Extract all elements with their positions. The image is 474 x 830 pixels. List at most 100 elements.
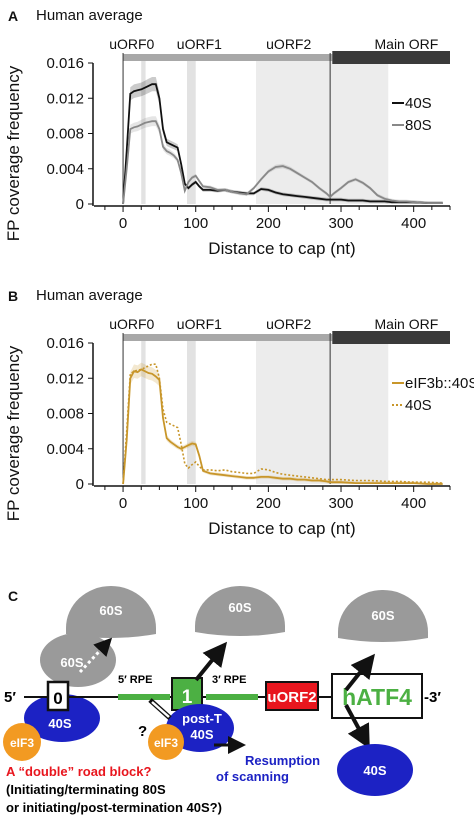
chart-a-orf-label-0: uORF0 xyxy=(109,36,154,52)
ribosome-40s-initiating-label: 40S xyxy=(48,716,71,731)
uorf2-60s-arrow xyxy=(344,653,375,692)
chart-b-legend-label-0: eIF3b::40S xyxy=(405,375,474,392)
panel-c-letter: C xyxy=(8,588,19,604)
panel-a-letter: A xyxy=(8,8,19,24)
chart-a-orf-label-1: uORF1 xyxy=(177,36,222,52)
chart-b-uorf-bar xyxy=(123,334,333,341)
panel-b-letter: B xyxy=(8,288,19,304)
uorf0-box-label: 0 xyxy=(53,689,62,708)
ribosome-40s-released xyxy=(337,744,413,796)
chart-b-legend-label-1: 40S xyxy=(405,397,432,414)
chart-b-xlabel: Distance to cap (nt) xyxy=(208,519,355,538)
ribosome-60s-free-2 xyxy=(195,586,285,636)
ribosome-60s-bound-label: 60S xyxy=(60,655,83,670)
chart-a-ylabel: FP coverage frequency xyxy=(4,65,23,241)
chart-a-orf-label-2: uORF2 xyxy=(266,36,311,52)
chart-a-legend-label-0: 40S xyxy=(405,95,432,112)
dissociation-arrow-dotted xyxy=(78,637,113,674)
chart-a-legend-label-1: 80S xyxy=(405,117,432,134)
chart-a-region-uorf2 xyxy=(256,56,331,204)
chart-b-orf-label-1: uORF1 xyxy=(177,316,222,332)
post-t-40s-label: 40S xyxy=(190,727,213,742)
panel-b-title: Human average xyxy=(36,287,143,304)
hatf4-box-label: hATF4 xyxy=(342,684,412,710)
chart-b-ytick-label-4: 0.016 xyxy=(46,335,84,352)
chart-a-ytick-label-2: 0.008 xyxy=(46,126,84,143)
ribosome-60s-free-1 xyxy=(66,586,156,638)
chart-b-ytick-label-1: 0.004 xyxy=(46,441,84,458)
eif3-factor-2 xyxy=(148,724,184,760)
chart-a-xtick-label-0: 0 xyxy=(119,215,127,232)
chart-a-ytick-label-3: 0.012 xyxy=(46,90,84,107)
rpe-5-segment xyxy=(118,694,170,700)
three-prime-label: -3′ xyxy=(424,689,441,706)
uorf2-40s-arrow xyxy=(344,704,370,750)
chart-b-series-line-0 xyxy=(122,368,443,485)
roadblock-question: A “double” road block? xyxy=(6,764,151,779)
caption-line-1: (Initiating/terminating 80S xyxy=(6,782,166,797)
uorf2-box xyxy=(265,681,319,711)
chart-b: uORF0 uORF1 uORF2 Main ORF 0 100 200 300 400 0 0.0… xyxy=(4,316,474,538)
chart-a-uorf-bar xyxy=(123,54,333,61)
chart-a-main-orf-bar xyxy=(332,51,450,64)
chart-b-region-uorf1 xyxy=(186,336,196,484)
chart-b-orf-label-3: Main ORF xyxy=(375,316,439,332)
ribosome-40s-released-label: 40S xyxy=(363,763,386,778)
chart-a-ytick-label-4: 0.016 xyxy=(46,55,84,72)
resumption-label-2: of scanning xyxy=(216,769,289,784)
chart-a: uORF0 uORF1 uORF2 Main ORF 0 100 200 300 400 0 0.0… xyxy=(4,36,451,258)
uorf1-box-label: 1 xyxy=(182,687,193,708)
chart-b-xtick-label-3: 300 xyxy=(329,495,354,512)
uorf0-box xyxy=(46,680,70,712)
chart-a-region-uorf0 xyxy=(141,56,146,204)
chart-b-orf-label-0: uORF0 xyxy=(109,316,154,332)
caption-line-2: or initiating/post-termination 40S?) xyxy=(6,800,222,815)
ribosome-60s-free-1-label: 60S xyxy=(99,603,122,618)
uorf1-release-arrow xyxy=(194,641,228,682)
chart-a-region-main-orf xyxy=(330,56,389,204)
chart-b-ytick-label-0: 0 xyxy=(76,476,84,493)
chart-a-ytick-label-0: 0 xyxy=(76,196,84,213)
chart-b-series-0-band xyxy=(123,362,443,484)
ribosome-60s-free-3 xyxy=(338,590,428,642)
chart-b-ytick-label-2: 0.008 xyxy=(46,406,84,423)
post-t-label: post-T xyxy=(182,711,222,726)
chart-a-xtick-label-2: 200 xyxy=(256,215,281,232)
rpe-3-label: 3′ RPE xyxy=(212,674,246,686)
five-prime-label: 5′ xyxy=(4,689,16,706)
uorf2-box-label: uORF2 xyxy=(267,689,316,706)
rpe-3-segment xyxy=(206,694,258,700)
chart-a-series-0-band xyxy=(123,77,443,204)
resumption-label-1: Resumption xyxy=(245,753,320,768)
eif3-factor-1 xyxy=(3,723,41,761)
mechanism-diagram: 60S 60S 60S 60S 40S 5′ -3′ 0 eIF3 5′ RPE… xyxy=(3,586,441,815)
chart-b-orf-label-2: uORF2 xyxy=(266,316,311,332)
eif3-recruit-arrow-inner xyxy=(151,701,170,718)
chart-b-region-main-orf xyxy=(330,336,389,484)
chart-a-xtick-label-3: 300 xyxy=(329,215,354,232)
rpe-5-label: 5′ RPE xyxy=(118,674,152,686)
chart-b-region-uorf0 xyxy=(141,336,146,484)
panel-a-title: Human average xyxy=(36,7,143,24)
chart-a-xtick-label-4: 400 xyxy=(401,215,426,232)
chart-b-xtick-label-0: 0 xyxy=(119,495,127,512)
chart-a-xlabel: Distance to cap (nt) xyxy=(208,239,355,258)
chart-a-xtick-label-1: 100 xyxy=(183,215,208,232)
eif3-factor-1-label: eIF3 xyxy=(10,736,34,750)
ribosome-60s-free-3-label: 60S xyxy=(371,608,394,623)
chart-a-series-line-1 xyxy=(122,120,443,205)
chart-b-main-orf-bar xyxy=(332,331,450,344)
chart-a-ytick-label-1: 0.004 xyxy=(46,161,84,178)
chart-b-ylabel: FP coverage frequency xyxy=(4,345,23,521)
chart-b-region-uorf2 xyxy=(256,336,331,484)
chart-b-ytick-label-3: 0.012 xyxy=(46,370,84,387)
question-mark: ? xyxy=(138,723,147,740)
ribosome-60s-free-2-label: 60S xyxy=(228,600,251,615)
chart-a-orf-label-3: Main ORF xyxy=(375,36,439,52)
chart-b-xtick-label-2: 200 xyxy=(256,495,281,512)
chart-b-xtick-label-1: 100 xyxy=(183,495,208,512)
chart-b-series-line-1 xyxy=(122,363,443,485)
eif3-factor-2-label: eIF3 xyxy=(154,736,178,750)
chart-b-xtick-label-4: 400 xyxy=(401,495,426,512)
chart-a-region-uorf1 xyxy=(186,56,196,204)
